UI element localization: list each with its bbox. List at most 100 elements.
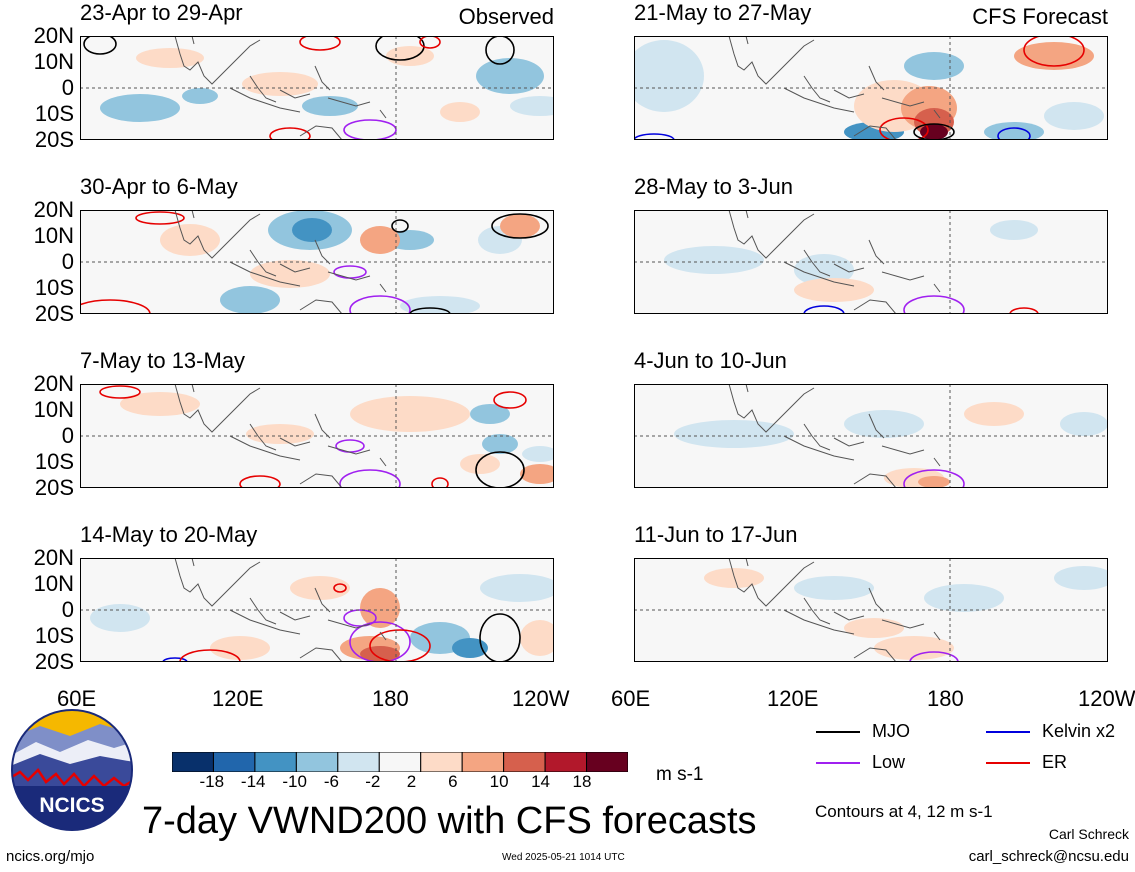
anomaly-map [634,558,1108,662]
contour-line [239,475,281,488]
colorbar-box [586,752,628,772]
y-tick-label: 20S [34,475,74,500]
chart-title: 7-day VWND200 with CFS forecasts [142,800,757,842]
y-tick-label: 10N [33,223,74,248]
legend-low-label: Low [872,752,906,772]
anomaly-shading [500,214,540,238]
contour-line [491,213,549,239]
contour-line [903,295,965,314]
legend-er-label: ER [1042,752,1068,772]
colorbar-box [172,752,214,772]
map-panel: 11-Jun to 17-Jun [634,522,1108,696]
map-panel: 14-May to 20-May 20N 10N 0 10S 20S [34,522,554,696]
colorbar-box [212,752,256,772]
colorbar-box [544,752,588,772]
colorbar-box [461,752,505,772]
map-frame [634,384,1108,488]
x-tick-right-180: 180 [927,686,964,711]
anomaly-shading [664,246,764,274]
map-panel: 21-May to 27-May CFS Forecast [634,0,1108,174]
contour-line [475,451,525,488]
contour-line [1009,307,1039,314]
y-tick-label: 20N [33,371,74,396]
anomaly-shading [302,96,358,116]
legend-mjo-line [816,731,860,734]
coastline [728,210,941,314]
anomaly-map [80,210,554,314]
coastline [174,36,387,140]
contour-line [479,613,521,662]
panel-title: 30-Apr to 6-May [80,174,238,199]
coastline [728,558,941,662]
anomaly-shading [182,88,218,104]
contour-line [913,123,955,140]
panel-title: 28-May to 3-Jun [634,174,793,199]
anomaly-shading [460,454,500,474]
contour-line [903,469,965,488]
anomaly-map [634,36,1108,140]
y-tick-label: 20S [34,649,74,674]
anomaly-shading [1014,42,1094,70]
anomaly-shading [1044,102,1104,130]
anomaly-shading [290,576,350,600]
anomaly-shading [246,424,314,444]
anomaly-shading [904,52,964,80]
contour-line [135,211,185,225]
panel-title: 14-May to 20-May [80,522,258,547]
anomaly-shading [360,226,400,254]
contour-line [409,307,451,314]
anomaly-shading [964,402,1024,426]
anomaly-shading [482,434,518,454]
y-tick-label: 20N [33,197,74,222]
email-link[interactable]: carl_schreck@ncsu.edu [968,848,1129,865]
map-frame [80,210,554,314]
anomaly-shading [90,604,150,632]
x-tick-right-120w: 120W [1078,686,1135,711]
colorbar-box [420,752,463,772]
anomaly-shading [242,72,318,96]
anomaly-shading [476,58,544,94]
contour-line [80,299,151,314]
anomaly-shading [844,410,924,438]
anomaly-map [80,36,554,140]
y-tick-label: 20S [34,301,74,326]
y-tick-label: 10S [34,623,74,648]
anomaly-shading [360,588,400,628]
colorbar-level: 10 [489,772,509,791]
contour-line [269,127,311,140]
colorbar-level: 14 [531,772,550,791]
y-tick-label: 10N [33,571,74,596]
y-tick-label: 0 [61,249,74,274]
url-link[interactable]: ncics.org/mjo [6,848,95,865]
panel-title: 4-Jun to 10-Jun [634,348,787,373]
author: Carl Schreck [1048,826,1129,842]
contour-line [419,36,441,49]
ncics-logo: NCICS [11,709,133,831]
anomaly-shading [250,260,330,288]
coastline [728,36,941,140]
colorbar-box [337,752,380,772]
colorbar-units: m s-1 [656,764,704,785]
contour-line [99,385,141,399]
anomaly-shading [522,446,554,462]
anomaly-shading [136,48,204,68]
y-tick-label: 0 [61,423,74,448]
map-frame [634,210,1108,314]
y-tick-label: 10N [33,397,74,422]
colorbar [172,752,628,772]
contour-line [333,583,347,593]
panel-title: 23-Apr to 29-Apr [80,0,243,25]
coastline [174,210,387,314]
colorbar-level: 18 [572,772,592,791]
legend-mjo-label: MJO [872,721,910,741]
contour-line [349,295,411,314]
contour-line [879,117,929,140]
anomaly-shading [924,584,1004,612]
colorbar-level: -14 [240,772,266,791]
panel-title: 7-May to 13-May [80,348,246,373]
anomaly-shading [1054,566,1108,590]
legend-er: ER [986,752,1067,773]
map-panel: 30-Apr to 6-May 20N 10N 0 10S 20S [34,174,554,348]
contour-line [431,477,449,488]
contour-line [997,127,1031,140]
